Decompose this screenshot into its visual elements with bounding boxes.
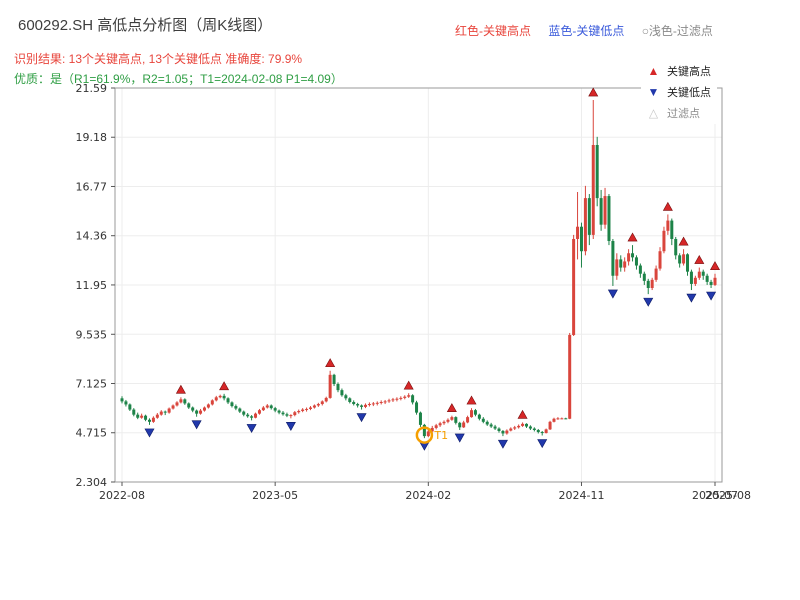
filtered-label: 过滤点 bbox=[667, 107, 700, 120]
key-low-triangle-icon: ▼ bbox=[647, 84, 660, 99]
marker-legend: ▲ 关键高点 ▼ 关键低点 △ 过滤点 bbox=[641, 59, 717, 124]
page-title: 600292.SH 高低点分析图（周K线图） bbox=[18, 17, 273, 34]
svg-text:21.59: 21.59 bbox=[76, 82, 108, 95]
recognition-result: 识别结果: 13个关键高点, 13个关键低点 准确度: 79.9% bbox=[14, 52, 303, 66]
svg-text:16.77: 16.77 bbox=[76, 180, 108, 193]
key-low-label: 关键低点 bbox=[667, 86, 711, 99]
legend-row-key-high: ▲ 关键高点 bbox=[647, 60, 711, 81]
svg-text:11.95: 11.95 bbox=[76, 279, 108, 292]
legend-low-text: 蓝色-关键低点 bbox=[548, 24, 625, 38]
quality-result: 优质：是（R1=61.9%，R2=1.05；T1=2024-02-08 P1=4… bbox=[14, 72, 343, 86]
filtered-triangle-icon: △ bbox=[648, 105, 659, 120]
legend-high-text: 红色-关键高点 bbox=[455, 24, 531, 38]
color-legend: 红色-关键高点 蓝色-关键低点 ○浅色-过滤点 bbox=[455, 22, 727, 39]
svg-text:9.535: 9.535 bbox=[76, 328, 108, 341]
svg-text:14.36: 14.36 bbox=[76, 230, 108, 243]
svg-text:2024-11: 2024-11 bbox=[558, 489, 604, 502]
legend-row-filtered: △ 过滤点 bbox=[647, 102, 711, 123]
svg-text:2023-05: 2023-05 bbox=[252, 489, 298, 502]
legend-row-key-low: ▼ 关键低点 bbox=[647, 81, 711, 102]
svg-text:2022-08: 2022-08 bbox=[99, 489, 145, 502]
key-high-label: 关键高点 bbox=[667, 65, 711, 78]
svg-text:2024-02: 2024-02 bbox=[405, 489, 451, 502]
svg-text:2.304: 2.304 bbox=[76, 476, 108, 489]
svg-text:7.125: 7.125 bbox=[76, 378, 108, 391]
svg-text:2025-07: 2025-07 bbox=[692, 489, 738, 502]
svg-text:19.18: 19.18 bbox=[76, 131, 108, 144]
key-high-triangle-icon: ▲ bbox=[647, 63, 660, 78]
svg-text:4.715: 4.715 bbox=[76, 427, 108, 440]
svg-text:T1: T1 bbox=[433, 429, 448, 442]
svg-text:2025-08: 2025-08 bbox=[705, 489, 751, 502]
legend-filtered-text: ○浅色-过滤点 bbox=[641, 24, 713, 38]
